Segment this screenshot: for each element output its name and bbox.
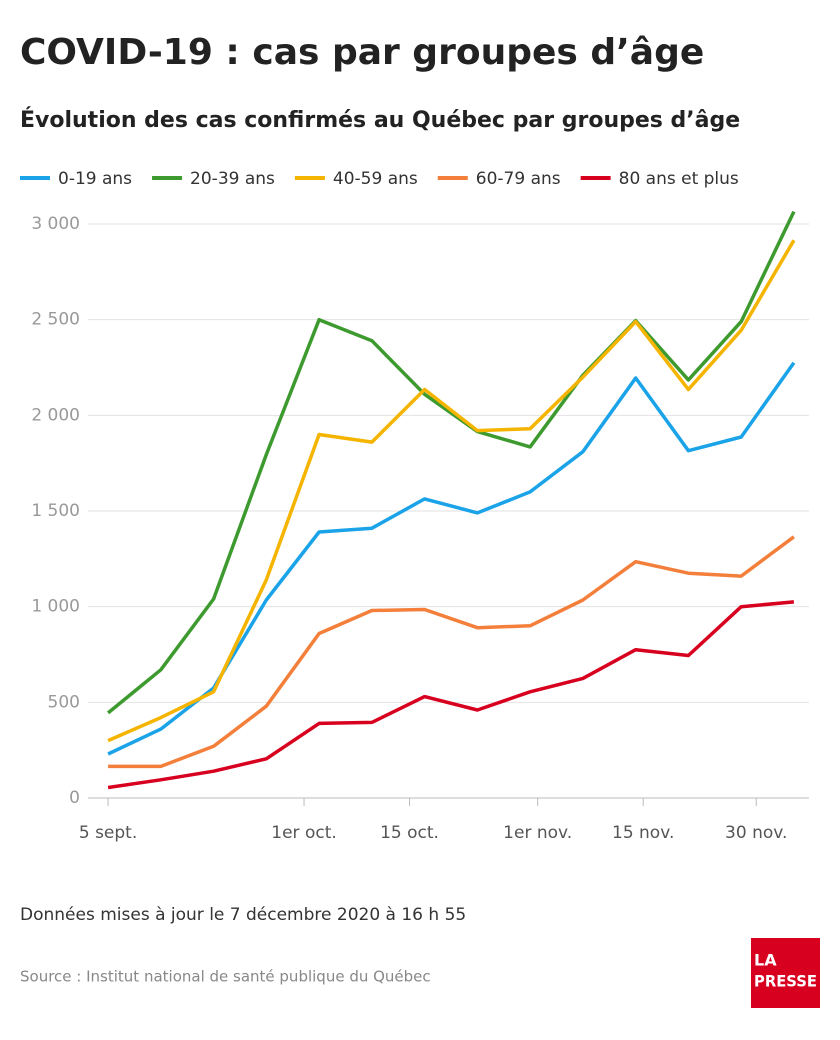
- x-tick-label: 30 nov.: [725, 823, 787, 843]
- x-tick-label: 15 oct.: [380, 823, 439, 843]
- x-tick-label: 1er nov.: [503, 823, 572, 843]
- y-tick-label: 1 000: [31, 597, 80, 617]
- legend-label: 40-59 ans: [333, 169, 418, 189]
- legend-label: 20-39 ans: [190, 169, 275, 189]
- y-tick-label: 2 000: [31, 405, 80, 425]
- y-tick-label: 3 000: [31, 214, 80, 234]
- legend-label: 60-79 ans: [476, 169, 561, 189]
- chart-subtitle: Évolution des cas confirmés au Québec pa…: [20, 107, 740, 133]
- series-line: [106, 210, 796, 715]
- note: Données mises à jour le 7 décembre 2020 …: [20, 905, 466, 925]
- series-line: [107, 600, 795, 790]
- x-tick-label: 5 sept.: [79, 823, 137, 843]
- series-line: [107, 239, 796, 743]
- x-tick-label: 15 nov.: [612, 823, 674, 843]
- y-tick-label: 0: [69, 788, 80, 808]
- y-tick-label: 1 500: [31, 501, 80, 521]
- logo-text: PRESSE: [754, 972, 817, 991]
- legend-label: 0-19 ans: [58, 169, 132, 189]
- y-tick-label: 500: [48, 692, 80, 712]
- chart-title: COVID-19 : cas par groupes d’âge: [20, 32, 704, 73]
- x-tick-label: 1er oct.: [271, 823, 337, 843]
- series-line: [107, 361, 796, 756]
- series-line: [108, 535, 795, 769]
- source: Source : Institut national de santé publ…: [20, 968, 431, 986]
- y-tick-label: 2 500: [31, 310, 80, 330]
- logo-box: [751, 938, 820, 1008]
- legend-label: 80 ans et plus: [619, 169, 739, 189]
- logo-text: LA: [754, 951, 777, 970]
